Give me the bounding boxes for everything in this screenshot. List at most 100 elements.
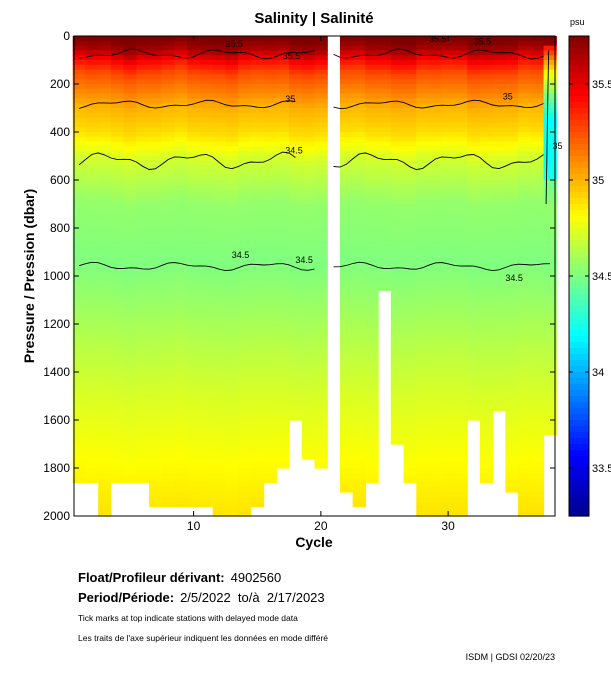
heat-cell bbox=[403, 381, 417, 387]
heat-cell bbox=[187, 352, 201, 359]
heat-cell bbox=[352, 103, 366, 109]
heat-cell bbox=[187, 156, 201, 162]
heat-cell bbox=[543, 223, 557, 229]
heat-cell bbox=[390, 122, 405, 128]
heat-cell bbox=[441, 314, 456, 320]
heat-cell bbox=[85, 477, 99, 483]
heat-cell bbox=[72, 242, 87, 248]
heat-cell bbox=[416, 146, 430, 152]
heat-cell bbox=[276, 261, 290, 267]
heat-cell bbox=[161, 237, 176, 243]
heat-cell bbox=[301, 391, 316, 397]
heat-cell bbox=[149, 410, 163, 416]
heat-cell bbox=[85, 429, 99, 435]
colorbar-segment bbox=[569, 102, 589, 109]
heat-cell bbox=[123, 160, 137, 167]
heat-cell bbox=[161, 319, 176, 325]
heat-cell bbox=[518, 271, 532, 277]
heat-cell bbox=[403, 367, 417, 373]
heat-cell bbox=[479, 55, 494, 61]
heat-cell bbox=[85, 343, 99, 349]
heat-cell bbox=[314, 165, 328, 171]
heat-cell bbox=[199, 420, 214, 426]
heat-cell bbox=[85, 362, 99, 368]
heat-cell bbox=[352, 328, 366, 335]
colorbar-segment bbox=[569, 372, 589, 379]
heat-cell bbox=[225, 247, 239, 253]
heat-cell bbox=[505, 391, 519, 397]
heat-cell bbox=[505, 400, 519, 407]
heat-cell bbox=[530, 223, 545, 229]
heat-cell bbox=[250, 213, 265, 219]
heat-cell bbox=[212, 434, 227, 440]
heat-cell bbox=[518, 300, 532, 306]
heat-cell bbox=[289, 60, 303, 66]
heat-cell bbox=[263, 357, 277, 363]
heat-cell bbox=[161, 381, 176, 387]
heat-cell bbox=[212, 199, 227, 205]
heat-cell bbox=[441, 223, 456, 229]
heat-cell bbox=[365, 468, 379, 474]
heat-cell bbox=[530, 458, 545, 464]
heat-cell bbox=[225, 472, 239, 479]
heat-cell bbox=[225, 64, 239, 71]
heat-cell bbox=[212, 477, 227, 483]
heat-cell bbox=[136, 127, 150, 133]
heat-cell bbox=[238, 357, 252, 363]
heat-cell bbox=[403, 108, 417, 114]
heat-cell bbox=[289, 64, 303, 71]
heat-cell bbox=[416, 372, 430, 378]
heat-cell bbox=[492, 256, 506, 263]
heat-cell bbox=[72, 194, 87, 200]
heat-cell bbox=[390, 60, 405, 66]
heat-cell bbox=[289, 309, 303, 315]
heat-cell bbox=[479, 328, 494, 335]
heat-cell bbox=[161, 122, 176, 128]
heat-cell bbox=[225, 136, 239, 143]
period-label: Period/Période: bbox=[78, 590, 175, 605]
heat-cell bbox=[505, 280, 519, 287]
heat-cell bbox=[339, 487, 354, 493]
heat-cell bbox=[365, 98, 379, 104]
heat-cell bbox=[289, 333, 303, 339]
heat-cell bbox=[454, 386, 468, 392]
heat-cell bbox=[403, 45, 417, 51]
heat-cell bbox=[110, 420, 125, 426]
heat-cell bbox=[161, 333, 176, 339]
heat-cell bbox=[339, 151, 354, 157]
heat-cell bbox=[416, 232, 430, 239]
heat-cell bbox=[479, 424, 494, 431]
heat-cell bbox=[72, 208, 87, 215]
heat-cell bbox=[72, 372, 87, 378]
contour-label: 35.5 bbox=[225, 39, 243, 49]
heat-cell bbox=[505, 328, 519, 335]
heat-cell bbox=[416, 256, 430, 263]
heat-cell bbox=[365, 93, 379, 99]
heat-cell bbox=[479, 165, 494, 171]
heat-cell bbox=[314, 352, 328, 359]
heat-cell bbox=[199, 165, 214, 171]
heat-cell bbox=[479, 285, 494, 291]
heat-cell bbox=[276, 367, 290, 373]
heat-cell bbox=[339, 352, 354, 359]
heat-cell bbox=[174, 170, 188, 176]
heat-cell bbox=[161, 160, 176, 167]
heat-cell bbox=[98, 324, 112, 330]
heat-cell bbox=[518, 98, 532, 104]
heat-cell bbox=[149, 496, 163, 503]
heat-cell bbox=[187, 458, 201, 464]
heat-cell bbox=[98, 352, 112, 359]
heat-cell bbox=[352, 487, 366, 493]
heat-cell bbox=[98, 98, 112, 104]
heat-cell bbox=[250, 319, 265, 325]
heat-cell bbox=[98, 122, 112, 128]
heat-cell bbox=[225, 151, 239, 157]
heat-cell bbox=[72, 266, 87, 272]
heat-cell bbox=[110, 333, 125, 339]
heat-cell bbox=[263, 444, 277, 450]
heat-cell bbox=[352, 496, 366, 503]
heat-cell bbox=[543, 175, 557, 181]
heat-cell bbox=[123, 314, 137, 320]
heat-cell bbox=[98, 295, 112, 301]
heat-cell bbox=[314, 98, 328, 104]
